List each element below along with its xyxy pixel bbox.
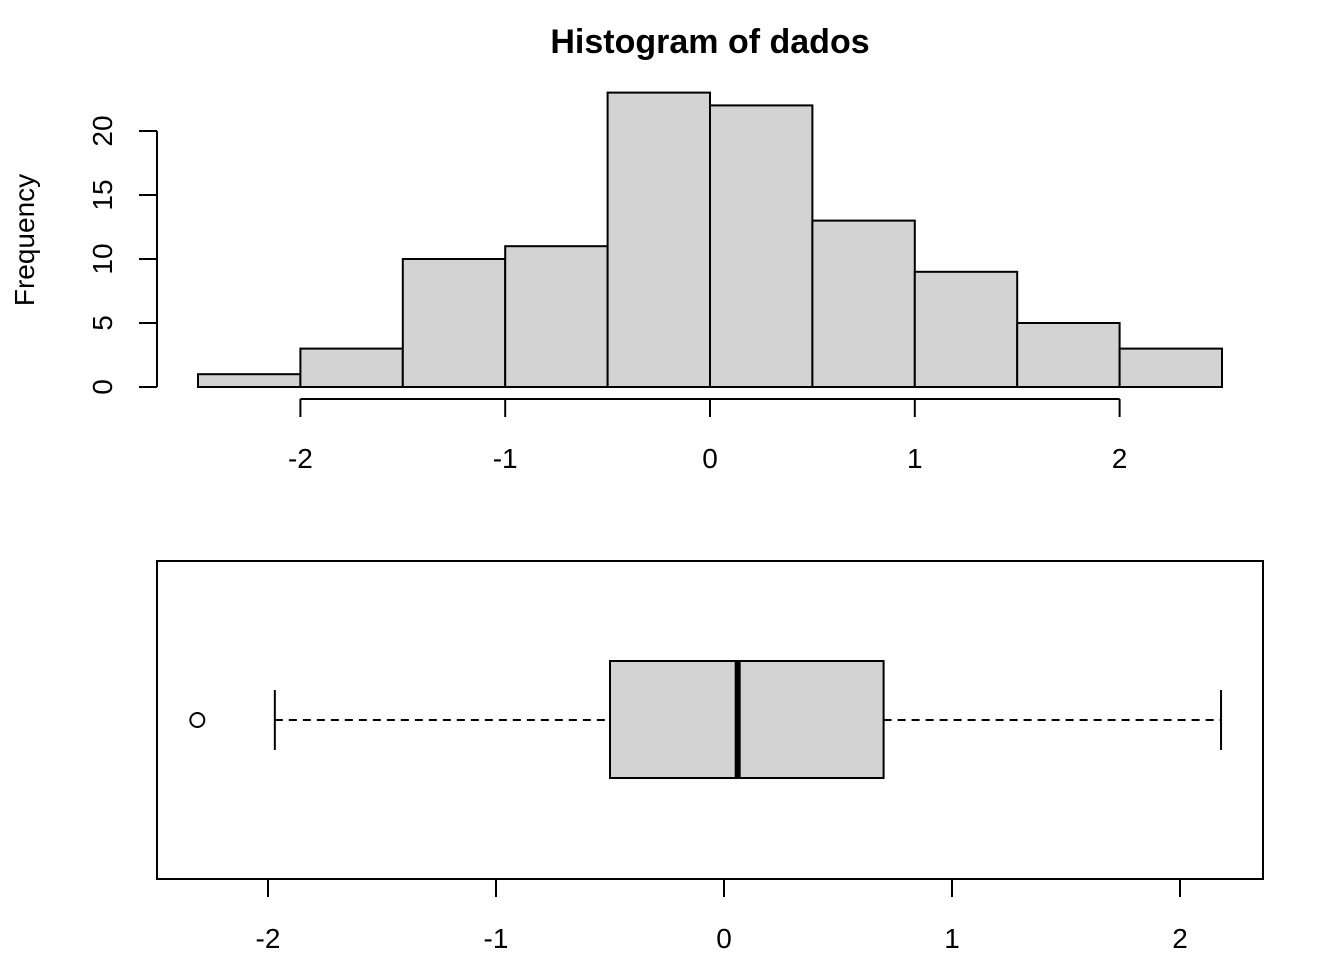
- x-tick-label: 2: [1172, 923, 1188, 954]
- boxplot-x-axis: -2 -1 0 1 2: [256, 879, 1188, 954]
- x-tick-label: 1: [944, 923, 960, 954]
- x-tick-label: -1: [493, 443, 518, 474]
- boxplot-marks: [189, 660, 1223, 779]
- outlier-point: [189, 712, 206, 728]
- x-tick-label: 2: [1112, 443, 1128, 474]
- boxplot-frame: [156, 560, 1264, 880]
- chart-title: Histogram of dados: [550, 23, 869, 61]
- y-tick-label: 0: [87, 379, 118, 395]
- x-tick-label: -1: [484, 923, 509, 954]
- y-tick-label: 15: [87, 179, 118, 210]
- histogram-bar: [1118, 347, 1223, 389]
- histogram-bar: [401, 258, 507, 388]
- histogram-bar: [709, 104, 814, 389]
- histogram-bar: [811, 219, 916, 388]
- histogram-panel: Histogram of dados Frequency -2 -1 0 1 2 0 5 1…: [9, 23, 1223, 474]
- x-tick-label: -2: [288, 443, 313, 474]
- histogram-bar: [197, 373, 302, 389]
- y-tick-label: 5: [87, 315, 118, 331]
- histogram-bar: [1016, 322, 1121, 388]
- x-tick-label: 0: [702, 443, 718, 474]
- y-axis: 0 5 10 15 20: [87, 115, 158, 395]
- histogram-bar: [913, 270, 1019, 388]
- y-axis-label: Frequency: [9, 174, 40, 306]
- x-tick-label: 0: [716, 923, 732, 954]
- histogram-bar: [504, 245, 609, 388]
- histogram-bar: [606, 91, 711, 388]
- histogram-bars: [197, 91, 1223, 389]
- y-tick-label: 10: [87, 243, 118, 274]
- x-axis: -2 -1 0 1 2: [288, 398, 1128, 474]
- x-tick-label: 1: [907, 443, 923, 474]
- y-tick-label: 20: [87, 115, 118, 146]
- x-tick-label: -2: [256, 923, 281, 954]
- histogram-bar: [299, 347, 404, 389]
- boxplot-panel: -2 -1 0 1 2: [156, 560, 1264, 954]
- iqr-box: [609, 660, 885, 779]
